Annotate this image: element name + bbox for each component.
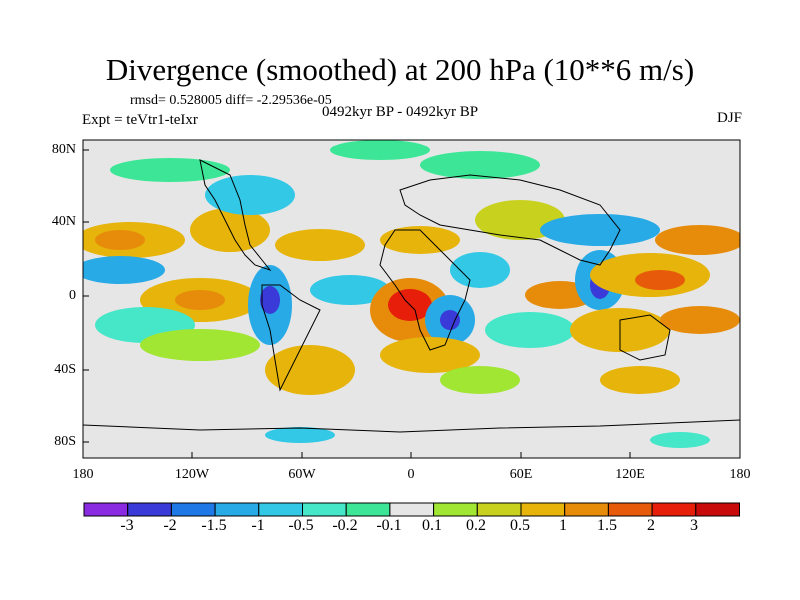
colorbar-label: -0.2 (332, 517, 358, 534)
field-blob (540, 214, 660, 246)
colorbar-label: 1 (559, 517, 567, 534)
colorbar-label: 0.2 (466, 517, 486, 534)
colorbar-label: 0.1 (422, 517, 442, 534)
experiment-label: Expt = teVtr1-teIxr (82, 112, 198, 128)
season-label: DJF (716, 110, 742, 126)
field-blob (655, 225, 740, 255)
lon-label: 180 (729, 467, 751, 482)
lon-label: 60W (288, 467, 316, 482)
field-blob (175, 290, 225, 310)
eurasia-coast (399, 174, 621, 266)
field-blob (83, 256, 165, 284)
colorbar-label: -0.1 (376, 517, 402, 534)
lon-label: 0 (407, 467, 415, 482)
field-blob (635, 270, 685, 290)
south-america-coast (261, 284, 321, 392)
colorbar-label: 1.5 (597, 517, 617, 534)
field-blob (380, 226, 460, 254)
lon-label: 120W (174, 467, 210, 482)
coastlines (82, 159, 741, 433)
north-america-coast (199, 159, 272, 272)
colorbar-label: -2 (163, 517, 177, 534)
stats-text: rmsd= 0.528005 diff= -2.29536e-05 (130, 93, 332, 108)
field-blob (450, 252, 510, 288)
colorbar-label: -1.5 (201, 517, 227, 534)
lat-label: 40N (51, 214, 76, 229)
field-blob (310, 275, 390, 305)
field-blob (380, 337, 480, 373)
field-blob (660, 306, 740, 334)
field-blob (650, 432, 710, 448)
tick-marks (83, 149, 631, 458)
antarctica-coast (82, 419, 741, 433)
field-blob (260, 286, 280, 314)
lat-label: 0 (69, 288, 76, 303)
field-blob (600, 366, 680, 394)
colorbar-label: 2 (647, 517, 655, 534)
africa-coast (379, 229, 471, 351)
field-blob (110, 158, 230, 182)
lon-label: 180 (72, 467, 94, 482)
field-blob (330, 140, 430, 160)
field-blob (265, 427, 335, 443)
lat-label: 40S (54, 362, 76, 377)
colorbar-label: -3 (120, 517, 134, 534)
field-blob (275, 229, 365, 261)
period-label: 0492kyr BP - 0492kyr BP (322, 104, 479, 120)
contour-field (83, 140, 740, 458)
lat-label: 80S (54, 434, 76, 449)
australia-coast (619, 314, 671, 361)
field-blob (440, 310, 460, 330)
field-blob (265, 345, 355, 395)
field-blob (440, 366, 520, 394)
map-title: Divergence (smoothed) at 200 hPa (10**6 … (105, 52, 695, 87)
field-blob (140, 329, 260, 361)
colorbar-label: -1 (251, 517, 265, 534)
field-blob (95, 230, 145, 250)
colorbar-label: 3 (690, 517, 698, 534)
colorbar-label: -0.5 (288, 517, 314, 534)
lat-label: 80N (51, 142, 76, 157)
field-blob (420, 151, 540, 179)
lon-label: 60E (509, 467, 533, 482)
field-blob (485, 312, 575, 348)
colorbar-label: 0.5 (510, 517, 530, 534)
field-blob (205, 175, 295, 215)
lon-label: 120E (615, 467, 645, 482)
